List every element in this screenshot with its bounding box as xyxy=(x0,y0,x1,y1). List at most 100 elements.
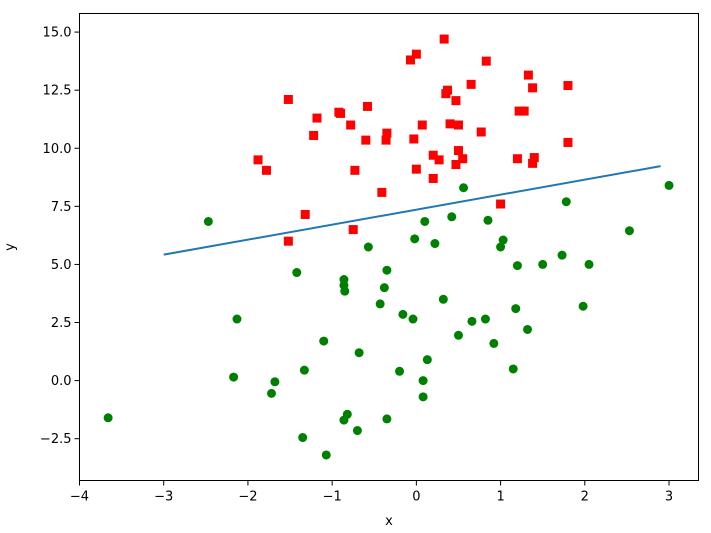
green-circle-point xyxy=(410,234,420,244)
green-circle-point xyxy=(538,259,548,269)
green-circle-point xyxy=(340,286,350,296)
fit-line xyxy=(163,165,661,256)
green-circle-point xyxy=(232,314,242,324)
green-circle-point xyxy=(561,197,571,207)
green-circle-point xyxy=(447,212,457,222)
green-circle-point xyxy=(339,415,349,425)
green-circle-point xyxy=(267,388,277,398)
red-square-point xyxy=(350,165,360,175)
green-circle-point xyxy=(511,304,521,314)
red-square-point xyxy=(445,119,455,129)
red-square-point xyxy=(528,83,538,93)
green-circle-point xyxy=(483,215,493,225)
x-tick-label: 0 xyxy=(412,490,420,505)
plot-content xyxy=(103,34,674,460)
green-circle-point xyxy=(375,299,385,309)
red-square-point xyxy=(411,164,421,174)
x-tick-label: −4 xyxy=(70,490,89,505)
red-square-point xyxy=(381,135,391,145)
green-circle-point xyxy=(498,235,508,245)
red-square-point xyxy=(409,134,419,144)
green-circle-point xyxy=(438,294,448,304)
red-square-point xyxy=(411,49,421,59)
green-circle-point xyxy=(270,377,280,387)
green-circle-point xyxy=(420,216,430,226)
green-circle-point xyxy=(459,183,469,193)
x-tick-label: −2 xyxy=(238,490,257,505)
y-tick-label: 12.5 xyxy=(43,84,72,99)
green-circle-point xyxy=(382,265,392,275)
green-circle-point xyxy=(354,348,364,358)
red-square-point xyxy=(363,101,373,111)
y-tick-label: −2.5 xyxy=(40,432,72,447)
red-square-point xyxy=(451,96,461,106)
green-circle-point xyxy=(299,365,309,375)
red-square-point xyxy=(439,34,449,44)
red-square-point xyxy=(523,70,533,80)
green-circle-point xyxy=(352,426,362,436)
y-tick-label: 2.5 xyxy=(51,316,72,331)
green-circle-point xyxy=(408,314,418,324)
green-circle-point xyxy=(103,413,113,423)
green-circle-point xyxy=(319,336,329,346)
red-square-point xyxy=(443,85,453,95)
green-circle-point xyxy=(321,450,331,460)
red-square-point xyxy=(453,120,463,130)
red-square-point xyxy=(481,56,491,66)
x-axis: −4 −3 −2 −1 0 1 2 3 xyxy=(70,480,673,505)
x-tick-label: 1 xyxy=(496,490,504,505)
red-square-point xyxy=(496,199,506,209)
green-circle-point xyxy=(298,433,308,443)
red-square-point xyxy=(563,137,573,147)
red-square-point xyxy=(458,154,468,164)
x-tick-label: −3 xyxy=(154,490,173,505)
red-square-point xyxy=(466,79,476,89)
red-square-point xyxy=(434,155,444,165)
red-square-point xyxy=(312,113,322,123)
green-circle-point xyxy=(489,338,499,348)
green-circle-point xyxy=(624,226,634,236)
green-circle-point xyxy=(467,316,477,326)
red-square-point xyxy=(428,150,438,160)
red-square-point xyxy=(519,106,529,116)
red-square-point xyxy=(382,128,392,138)
red-square-point xyxy=(514,106,524,116)
y-axis: −2.5 0.0 2.5 5.0 7.5 10.0 12.5 15.0 xyxy=(40,26,80,447)
x-tick-label: 2 xyxy=(581,490,589,505)
green-circle-point xyxy=(398,309,408,319)
red-square-point xyxy=(528,158,538,168)
x-tick-label: −1 xyxy=(323,490,342,505)
green-circle-point xyxy=(496,242,506,252)
green-circle-point xyxy=(523,324,533,334)
green-circle-point xyxy=(430,239,440,249)
y-tick-label: 5.0 xyxy=(51,258,72,273)
red-square-point xyxy=(283,236,293,246)
green-circle-point xyxy=(292,268,302,278)
red-square-point xyxy=(428,173,438,183)
y-tick-label: 10.0 xyxy=(43,142,72,157)
green-circle-point xyxy=(418,392,428,402)
red-square-point xyxy=(261,165,271,175)
red-square-point xyxy=(417,120,427,130)
red-square-point xyxy=(563,81,573,91)
green-circle-point xyxy=(578,301,588,311)
green-circle-point xyxy=(512,261,522,271)
red-square-point xyxy=(346,120,356,130)
green-circle-point xyxy=(422,355,432,365)
green-circle-point xyxy=(418,376,428,386)
red-square-point xyxy=(361,135,371,145)
green-circle-point xyxy=(664,180,674,190)
x-axis-label: x xyxy=(385,514,393,529)
green-circle-point xyxy=(557,250,567,260)
red-square-point xyxy=(253,155,263,165)
green-circle-point xyxy=(480,314,490,324)
red-square-point xyxy=(453,146,463,156)
red-square-point xyxy=(300,209,310,219)
green-circle-point xyxy=(363,242,373,252)
plot-frame xyxy=(79,13,699,481)
green-circle-point xyxy=(379,283,389,293)
y-tick-label: 15.0 xyxy=(43,26,72,41)
red-square-point xyxy=(512,154,522,164)
green-circle-point xyxy=(395,366,405,376)
